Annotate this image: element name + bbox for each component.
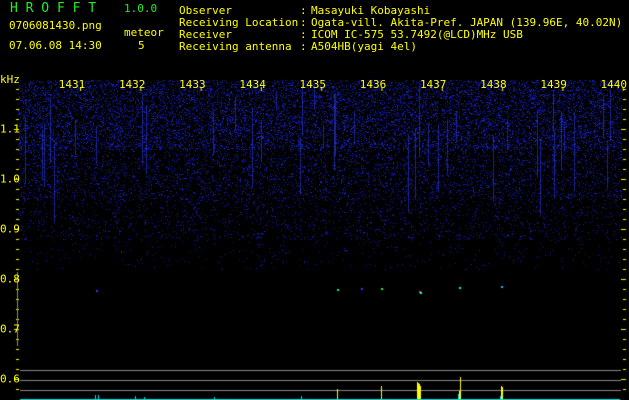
location-label: Receiving Location <box>179 16 299 29</box>
freq-label: 1.1 <box>0 122 20 136</box>
freq-label: 0.7 <box>0 322 20 336</box>
freq-label: 1.0 <box>0 172 20 186</box>
colon: : <box>300 16 307 29</box>
file-datetime: 07.06.08 14:30 <box>9 39 102 52</box>
unit-label: kHz <box>0 73 20 86</box>
meteor-count: 5 <box>138 39 145 52</box>
freq-label: 0.8 <box>0 272 20 286</box>
time-label: 1440 <box>600 78 628 91</box>
time-label: 1433 <box>179 78 206 91</box>
receiver-label: Receiver <box>179 28 232 41</box>
antenna-label: Receiving antenna <box>179 40 292 53</box>
receiver-value: ICOM IC-575 53.7492(@LCD)MHz USB <box>311 28 523 41</box>
app-title: H R O F F T <box>10 1 97 16</box>
observer-label: Observer <box>179 4 232 17</box>
time-label: 1435 <box>299 78 327 91</box>
colon: : <box>300 4 307 17</box>
location-value: Ogata-vill. Akita-Pref. JAPAN (139.96E, … <box>311 16 623 29</box>
time-label: 1439 <box>540 78 567 91</box>
time-label: 1436 <box>359 78 387 91</box>
freq-label: 0.9 <box>0 222 20 236</box>
colon: : <box>300 40 307 53</box>
spectrogram <box>0 70 629 400</box>
time-label: 1437 <box>419 78 447 91</box>
antenna-value: A504HB(yagi 4el) <box>311 40 417 53</box>
time-label: 1434 <box>239 78 266 91</box>
colon: : <box>300 28 307 41</box>
time-label: 1438 <box>480 78 507 91</box>
app-version: 1.0.0 <box>124 2 158 15</box>
time-label: 1431 <box>58 78 86 91</box>
meteor-label: meteor <box>124 26 164 39</box>
freq-label: 0.6 <box>0 372 20 386</box>
file-name: 0706081430.png <box>9 19 102 32</box>
time-label: 1432 <box>118 78 146 91</box>
observer-value: Masayuki Kobayashi <box>311 4 431 17</box>
